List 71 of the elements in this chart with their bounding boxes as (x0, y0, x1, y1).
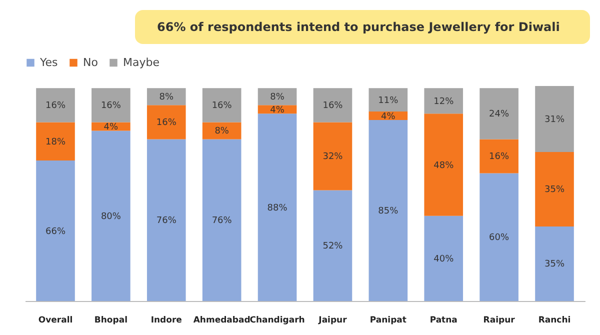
bar (36, 88, 75, 122)
x-tick-label: Jaipur (318, 316, 348, 326)
bar (146, 88, 186, 106)
bar (258, 88, 297, 106)
x-tick-label: Ahmedabad (193, 316, 250, 326)
data-label: 32% (322, 152, 344, 162)
data-label: 60% (489, 233, 510, 244)
x-tick-label: Ranchi (538, 316, 571, 326)
bar (313, 190, 352, 301)
data-label: 52% (322, 242, 344, 252)
bar (480, 139, 518, 174)
bar (313, 88, 352, 122)
x-tick-label: Overall (38, 316, 73, 326)
bar (36, 160, 75, 301)
bar (92, 88, 130, 122)
bar (424, 88, 464, 114)
bar (535, 226, 574, 301)
data-label: 8% (214, 126, 230, 137)
x-tick-label: Indore (150, 316, 182, 326)
data-label: 24% (489, 110, 510, 120)
data-label: 4% (381, 112, 396, 122)
data-label: 16% (212, 101, 232, 112)
data-label: 66% (45, 226, 66, 237)
data-label: 35% (544, 260, 565, 270)
bar (480, 173, 518, 301)
data-label: 80% (100, 212, 122, 222)
data-label: 8% (159, 92, 174, 103)
x-tick-label: Raipur (483, 316, 516, 326)
data-label: 88% (267, 203, 288, 214)
bar (424, 216, 464, 301)
bar (36, 122, 75, 161)
x-tick-label: Panipat (370, 316, 406, 326)
data-label: 11% (378, 96, 399, 106)
bar (368, 120, 408, 301)
bar (313, 122, 352, 190)
bar (202, 122, 242, 140)
data-label: 76% (156, 216, 177, 226)
bar (258, 114, 297, 301)
bar (92, 130, 130, 301)
legend-label: Maybe (123, 56, 160, 69)
bar (202, 139, 242, 301)
legend-label: Yes (39, 56, 58, 69)
data-label: 12% (434, 96, 454, 107)
x-tick-label: Bhopal (94, 316, 128, 326)
bar (368, 88, 408, 112)
x-tick-label: Chandigarh (250, 316, 305, 326)
data-label: 16% (489, 152, 510, 162)
bar (480, 88, 518, 140)
bar (202, 88, 242, 122)
data-label: 16% (100, 101, 122, 112)
bar (535, 86, 574, 152)
chart-title: 66% of respondents intend to purchase Jewellery for Diwali (135, 10, 590, 44)
data-label: 4% (104, 122, 119, 132)
data-label: 18% (45, 137, 66, 148)
data-label: 76% (212, 216, 232, 226)
bar (146, 105, 186, 140)
data-label: 40% (434, 254, 454, 264)
data-label: 31% (544, 114, 565, 125)
bar (146, 139, 186, 301)
x-tick-label: Patna (430, 316, 458, 326)
bar (424, 114, 464, 216)
legend-label: No (83, 56, 98, 69)
data-label: 48% (434, 160, 454, 171)
data-label: 35% (544, 185, 565, 196)
data-label: 85% (378, 206, 399, 217)
data-label: 8% (270, 92, 285, 103)
bar (535, 152, 574, 226)
data-label: 16% (156, 118, 177, 128)
data-label: 4% (270, 105, 285, 116)
data-label: 16% (45, 101, 66, 112)
data-label: 16% (322, 101, 344, 112)
